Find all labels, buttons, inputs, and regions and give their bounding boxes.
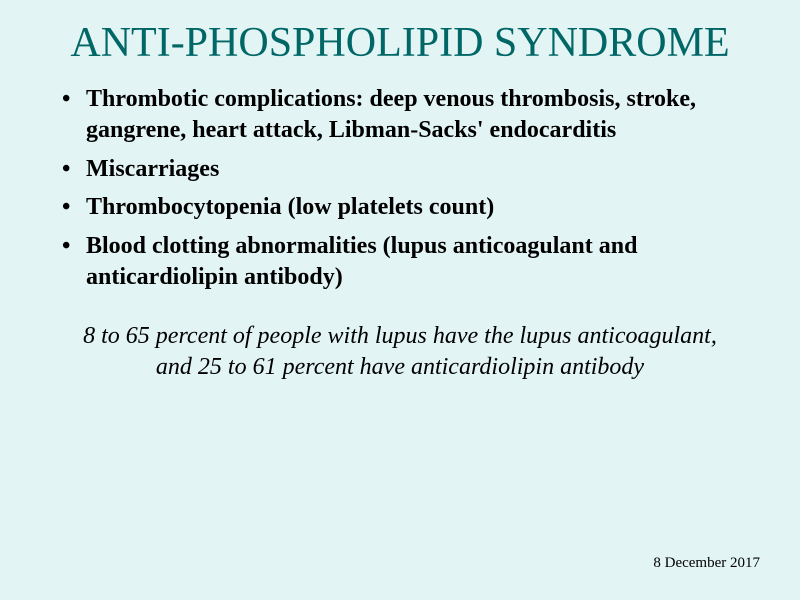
footer-statement: 8 to 65 percent of people with lupus hav… <box>58 321 742 384</box>
slide-container: ANTI-PHOSPHOLIPID SYNDROME Thrombotic co… <box>0 0 800 600</box>
bullet-item: Thrombocytopenia (low platelets count) <box>58 192 742 223</box>
slide-title: ANTI-PHOSPHOLIPID SYNDROME <box>58 20 742 66</box>
bullet-item: Thrombotic complications: deep venous th… <box>58 84 742 145</box>
bullet-list: Thrombotic complications: deep venous th… <box>58 84 742 292</box>
bullet-item: Miscarriages <box>58 154 742 185</box>
bullet-item: Blood clotting abnormalities (lupus anti… <box>58 231 742 292</box>
slide-date: 8 December 2017 <box>653 555 760 572</box>
